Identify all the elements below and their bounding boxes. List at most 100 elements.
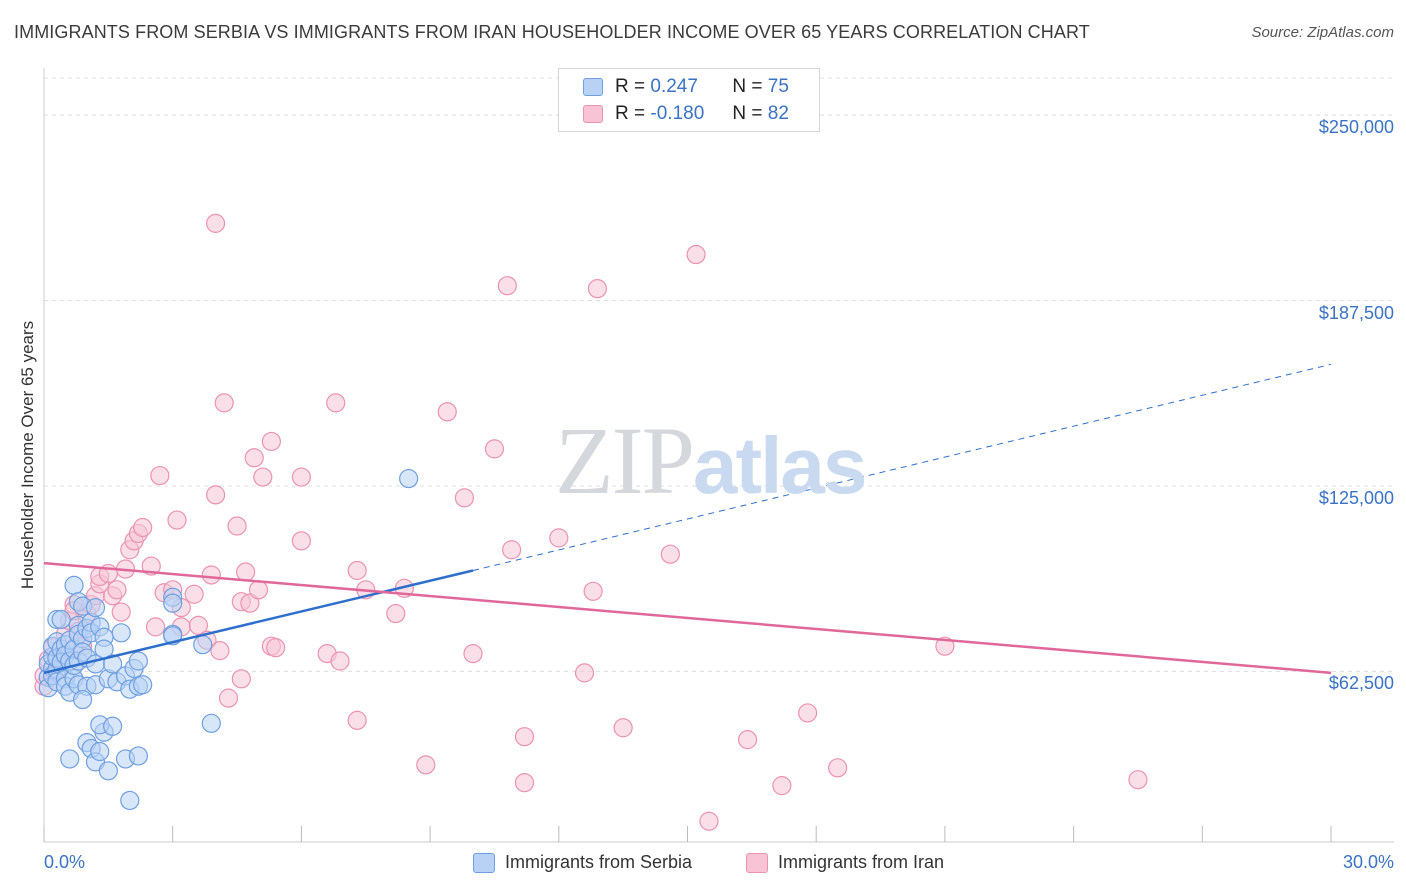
- series-legend: Immigrants from Serbia Immigrants from I…: [0, 852, 1406, 876]
- legend-row-serbia: R = 0.247 N = 75: [583, 76, 789, 98]
- serbia-point-73: [399, 468, 419, 489]
- iran-point-64: [437, 402, 457, 422]
- iran-point-79: [737, 730, 758, 750]
- gridlines: [44, 77, 1394, 672]
- iran-point-50: [261, 431, 281, 452]
- serbia-point-58: [60, 749, 80, 769]
- y-tick-label-2: $187,500: [1318, 302, 1394, 323]
- serbia-points: [38, 468, 419, 811]
- y-tick-label-0: $62,500: [1328, 673, 1394, 694]
- legend-row-iran: R = -0.180 N = 82: [583, 103, 789, 125]
- serbia-point-39: [85, 598, 106, 618]
- iran-point-72: [574, 663, 595, 683]
- iran-n-label: N =: [732, 103, 763, 124]
- iran-point-54: [291, 467, 311, 487]
- serbia-legend-label: Immigrants from Serbia: [505, 852, 693, 872]
- iran-point-67: [484, 439, 505, 459]
- watermark-zip: ZIP: [555, 407, 695, 514]
- serbia-n-value: 75: [767, 76, 789, 97]
- iran-point-80: [772, 776, 792, 796]
- iran-point-63: [416, 755, 436, 775]
- y-tick-label-3: $250,000: [1318, 117, 1394, 138]
- serbia-point-46: [103, 654, 123, 674]
- legend-item-iran[interactable]: Immigrants from Iran: [746, 852, 944, 873]
- iran-point-66: [463, 643, 483, 664]
- iran-point-53: [291, 531, 311, 551]
- iran-point-77: [686, 244, 706, 265]
- y-tick-label-1: $125,000: [1318, 487, 1394, 508]
- iran-point-20: [111, 602, 131, 622]
- source-label: Source: ZipAtlas.com: [1251, 24, 1394, 41]
- iran-points: [34, 213, 1148, 831]
- iran-n-value: 82: [767, 103, 789, 124]
- iran-point-74: [587, 279, 608, 299]
- serbia-trend-solid: [43, 569, 474, 675]
- serbia-point-52: [128, 651, 148, 671]
- serbia-point-62: [98, 761, 118, 781]
- iran-legend-label: Immigrants from Iran: [778, 852, 945, 872]
- iran-point-83: [935, 636, 955, 656]
- serbia-r-value: 0.247: [650, 76, 698, 97]
- serbia-r-label: R =: [615, 76, 646, 97]
- iran-point-26: [141, 556, 161, 576]
- serbia-point-22: [64, 575, 84, 595]
- serbia-swatch: [583, 78, 603, 96]
- serbia-point-64: [120, 790, 140, 811]
- serbia-point-71: [193, 635, 213, 655]
- iran-point-28: [150, 465, 170, 486]
- serbia-legend-swatch: [473, 852, 495, 873]
- serbia-point-14: [51, 609, 71, 630]
- iran-point-47: [244, 448, 264, 468]
- iran-point-86: [497, 276, 517, 296]
- iran-point-73: [583, 581, 603, 601]
- serbia-n-label: N =: [732, 76, 763, 97]
- serbia-trend-dashed: [472, 363, 1332, 572]
- iran-point-27: [145, 617, 166, 637]
- iran-point-45: [236, 562, 256, 582]
- watermark-atlas: atlas: [693, 421, 867, 510]
- iran-point-58: [347, 560, 367, 581]
- iran-point-68: [502, 540, 522, 560]
- iran-point-69: [514, 727, 535, 747]
- iran-point-71: [549, 528, 569, 548]
- serbia-point-72: [201, 713, 221, 733]
- iran-point-48: [248, 580, 269, 600]
- iran-point-52: [266, 638, 286, 658]
- serbia-point-53: [73, 689, 93, 710]
- x-tick-label-max: 30.0%: [1342, 852, 1394, 872]
- iran-swatch: [583, 105, 603, 123]
- iran-point-59: [347, 710, 367, 730]
- iran-r-label: R =: [615, 103, 646, 124]
- watermark: ZIPatlas: [555, 405, 867, 516]
- legend-item-serbia[interactable]: Immigrants from Serbia: [473, 852, 692, 873]
- iran-point-85: [206, 213, 226, 233]
- chart-title: IMMIGRANTS FROM SERBIA VS IMMIGRANTS FRO…: [14, 22, 1090, 42]
- iran-point-19: [107, 580, 127, 600]
- trend-lines: [43, 363, 1332, 675]
- iran-point-81: [798, 703, 818, 723]
- iran-point-76: [660, 544, 680, 564]
- iran-point-37: [201, 565, 221, 585]
- iran-point-41: [218, 688, 239, 708]
- iran-trend: [43, 561, 1332, 675]
- x-tick-label-min: 0.0%: [44, 852, 86, 872]
- iran-point-34: [184, 584, 204, 604]
- iran-point-70: [514, 773, 535, 793]
- serbia-point-68: [163, 593, 183, 613]
- iran-point-43: [231, 669, 251, 689]
- serbia-point-74: [133, 675, 153, 695]
- iran-point-75: [613, 718, 633, 738]
- iran-point-42: [227, 516, 247, 536]
- iran-point-46: [240, 593, 260, 613]
- iran-point-40: [214, 393, 234, 413]
- iran-r-value: -0.180: [650, 103, 705, 124]
- iran-point-56: [326, 393, 346, 413]
- y-axis-label: Householder Income Over 65 years: [18, 320, 37, 590]
- axes: [43, 68, 1394, 843]
- iran-point-57: [330, 651, 350, 671]
- iran-point-65: [454, 488, 475, 508]
- iran-point-31: [167, 510, 187, 530]
- iran-point-49: [253, 467, 273, 487]
- serbia-point-61: [103, 716, 123, 736]
